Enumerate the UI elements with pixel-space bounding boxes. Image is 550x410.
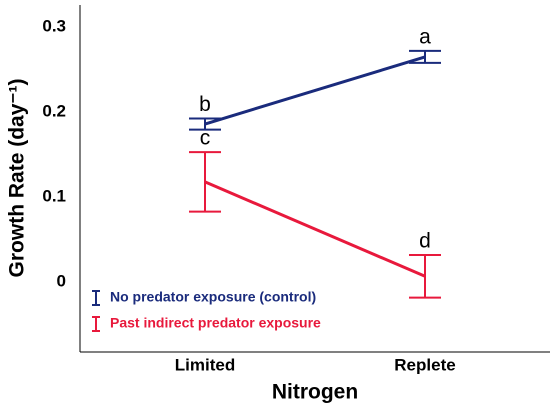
legend-label: No predator exposure (control) [110,289,316,305]
y-tick-label: 0 [57,272,66,291]
series-line [204,180,426,278]
significance-letter: c [200,127,211,150]
error-bar [409,49,441,64]
y-tick-label: 0.2 [42,102,66,121]
x-axis-title: Nitrogen [272,381,358,404]
significance-letter: b [199,93,211,116]
series-line [204,55,426,126]
x-tick-label: Limited [175,355,235,374]
x-tick-label: Replete [394,355,455,374]
error-bar [189,151,221,213]
legend-label: Past indirect predator exposure [110,315,321,331]
y-axis-title: Growth Rate (day⁻¹) [6,79,29,278]
legend-icon [92,316,100,332]
y-tick-label: 0.1 [42,187,66,206]
significance-letter: a [419,25,431,48]
legend-icon [92,290,100,306]
y-tick-label: 0.3 [42,17,66,36]
significance-letter: d [419,230,431,253]
error-bar [409,254,441,299]
error-bar [189,117,221,131]
